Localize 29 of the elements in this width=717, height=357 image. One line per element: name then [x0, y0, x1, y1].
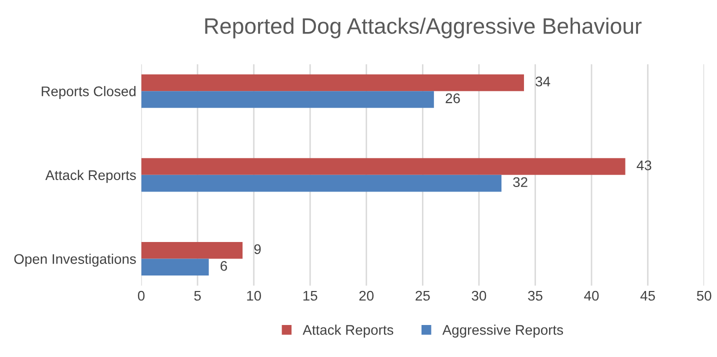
y-tick-label: Open Investigations	[14, 254, 136, 267]
x-tick-label: 15	[303, 290, 318, 301]
data-label: 9	[254, 244, 261, 254]
x-tick-label: 20	[359, 290, 374, 301]
chart-title: Reported Dog Attacks/Aggressive Behaviour	[205, 18, 642, 38]
y-tick-label: Attack Reports	[45, 170, 136, 183]
data-label: 26	[446, 93, 460, 104]
bar	[141, 174, 502, 192]
x-tick-label: 10	[247, 290, 261, 301]
data-label: 34	[536, 76, 550, 86]
bar	[141, 91, 434, 108]
x-tick-label: 40	[584, 290, 599, 301]
y-tick-label: Reports Closed	[42, 86, 136, 100]
x-tick-label: 35	[528, 290, 542, 301]
x-tick-label: 45	[640, 290, 655, 301]
data-label: 43	[636, 160, 652, 170]
legend-label: Aggressive Reports	[442, 324, 564, 338]
bar	[141, 242, 243, 259]
data-label: 32	[513, 177, 528, 188]
legend-label: Attack Reports	[302, 324, 394, 338]
x-tick-label: 0	[138, 290, 145, 301]
data-label: 6	[220, 261, 228, 271]
x-tick-label: 30	[472, 290, 486, 301]
x-tick-label: 5	[194, 290, 201, 301]
bar	[141, 74, 524, 92]
x-tick-label: 50	[696, 290, 712, 301]
bar	[141, 258, 209, 276]
x-tick-label: 25	[416, 290, 430, 301]
bar	[141, 158, 626, 175]
